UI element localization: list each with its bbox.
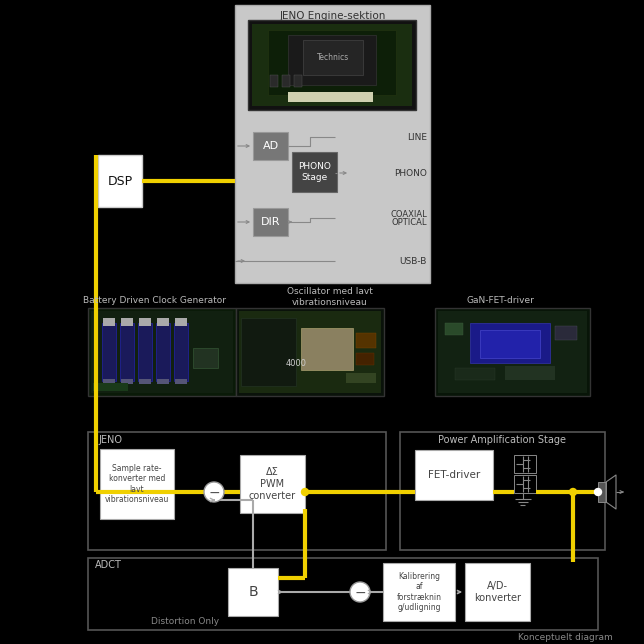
Text: Power Amplification Stage: Power Amplification Stage [439,435,567,445]
Bar [356,333,376,348]
Bar [514,475,536,493]
Bar [98,155,142,207]
Text: COAXIAL: COAXIAL [390,209,427,218]
Text: JENO: JENO [98,435,122,445]
Bar [248,20,416,110]
Text: Distortion Only: Distortion Only [151,618,219,627]
Bar [282,75,290,87]
Bar [121,379,133,384]
Text: Sample rate-
konverter med
lavt
vibrationsniveau: Sample rate- konverter med lavt vibratio… [105,464,169,504]
Bar [240,455,305,513]
Circle shape [569,489,576,495]
Text: PHONO: PHONO [394,169,427,178]
Bar [88,558,598,630]
Bar [175,318,187,326]
Text: ADCT: ADCT [95,560,122,570]
Text: JENO Engine-sektion: JENO Engine-sektion [279,11,386,21]
Text: LINE: LINE [407,133,427,142]
Circle shape [350,582,370,602]
Bar [88,308,236,396]
Bar [346,373,376,383]
Bar [270,75,278,87]
Text: DSP: DSP [108,175,133,187]
Bar [175,379,187,384]
Bar [435,308,590,396]
Bar [400,432,605,550]
Bar [103,379,115,384]
Bar [480,330,540,358]
Bar [239,311,381,393]
Text: USB-B: USB-B [400,256,427,265]
Text: Kalibrering
af
forstræknin
g/udligning: Kalibrering af forstræknin g/udligning [397,572,442,612]
Bar [455,368,495,380]
Bar [253,132,288,160]
Text: AD: AD [263,141,279,151]
Bar [100,449,174,519]
Text: A/D-
konverter: A/D- konverter [474,581,521,603]
Bar [303,40,363,75]
Bar [288,92,373,102]
Bar [157,318,169,326]
Bar [356,353,374,365]
Text: B: B [248,585,258,599]
Text: FET-driver: FET-driver [428,470,480,480]
Bar [102,323,116,381]
Bar [156,323,170,381]
Bar [415,450,493,500]
Bar [292,152,337,192]
Bar [138,323,152,381]
Bar [157,379,169,384]
Bar [241,318,296,386]
Bar [252,24,412,106]
Circle shape [301,489,308,495]
Bar [91,311,233,393]
Text: −: − [354,586,366,600]
Bar [93,383,128,391]
Bar [514,455,536,473]
Text: DIR: DIR [261,217,280,227]
Text: 4000: 4000 [286,359,307,368]
Bar [465,563,530,621]
Text: PHONO
Stage: PHONO Stage [298,162,331,182]
Bar [294,75,302,87]
Text: Battery Driven Clock Generator: Battery Driven Clock Generator [84,296,227,305]
Bar [139,379,151,384]
Bar [228,568,278,616]
Text: −: − [208,486,220,500]
Bar [139,318,151,326]
Bar [268,30,396,95]
Bar [445,323,463,335]
Bar [193,348,218,368]
Bar [174,323,188,381]
Circle shape [204,482,224,502]
Circle shape [594,489,601,495]
Bar [121,318,133,326]
Bar [438,311,587,393]
Bar [120,323,134,381]
Bar [555,326,577,340]
Bar [383,563,455,621]
Text: GaN-FET-driver: GaN-FET-driver [466,296,534,305]
Bar [88,432,386,550]
Bar [236,308,384,396]
Bar [505,366,555,380]
Bar [253,208,288,236]
Bar [288,35,376,85]
Bar [598,482,606,502]
Text: Konceptuelt diagram: Konceptuelt diagram [518,634,612,643]
Text: OPTICAL: OPTICAL [392,218,427,227]
Bar [103,318,115,326]
Bar [235,5,430,283]
Text: ΔΣ
PWM
converter: ΔΣ PWM converter [249,468,296,500]
Text: Technics: Technics [317,53,349,61]
Bar [470,323,550,363]
Text: Oscillator med lavt
vibrationsniveau: Oscillator med lavt vibrationsniveau [287,287,373,307]
Bar [301,328,353,370]
